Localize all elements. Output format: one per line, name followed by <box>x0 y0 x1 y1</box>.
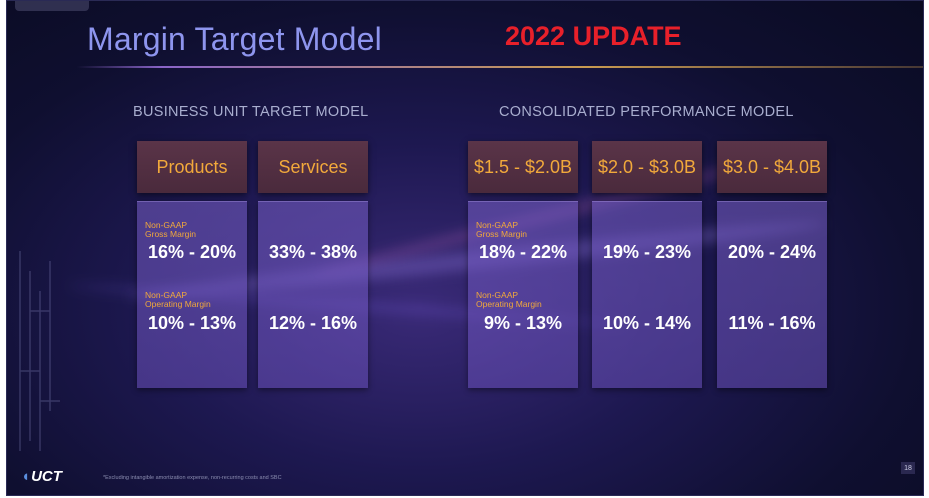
label-line: Gross Margin <box>145 229 197 239</box>
gross-margin-label: Non-GAAP Gross Margin <box>145 221 196 239</box>
gross-margin-value: 20% - 24% <box>727 242 817 262</box>
gross-margin-value: 16% - 20% <box>147 242 237 262</box>
column-header-products: Products <box>137 141 247 193</box>
label-line: Operating Margin <box>145 299 211 309</box>
window-tab <box>15 1 89 11</box>
footnote: *Excluding intangible amortization expen… <box>103 475 282 481</box>
logo-text: UCT <box>31 468 62 485</box>
label-line: Non-GAAP <box>145 220 188 230</box>
uct-logo: ◖UCT <box>21 468 62 485</box>
gross-margin-value: 19% - 23% <box>602 242 692 262</box>
column-revenue-2: 19% - 23% 10% - 14% <box>592 201 702 388</box>
column-products: Non-GAAP Gross Margin 16% - 20% Non-GAAP… <box>137 201 247 388</box>
label-line: Operating Margin <box>476 299 542 309</box>
slide-title: Margin Target Model <box>87 21 382 57</box>
section-heading-consolidated: CONSOLIDATED PERFORMANCE MODEL <box>499 104 794 120</box>
operating-margin-value: 9% - 13% <box>483 313 563 333</box>
column-header-revenue-2: $2.0 - $3.0B <box>592 141 702 193</box>
label-line: Non-GAAP <box>476 290 519 300</box>
gross-margin-value: 33% - 38% <box>268 242 358 262</box>
label-line: Non-GAAP <box>145 290 188 300</box>
circuit-decoration-icon <box>19 251 60 451</box>
presentation-slide: Margin Target Model 2022 UPDATE BUSINESS… <box>6 0 924 496</box>
logo-mark-icon: ◖ <box>21 468 31 485</box>
column-header-services: Services <box>258 141 368 193</box>
gross-margin-value: 18% - 22% <box>478 242 568 262</box>
operating-margin-value: 11% - 16% <box>728 313 816 333</box>
column-revenue-1: Non-GAAP Gross Margin 18% - 22% Non-GAAP… <box>468 201 578 388</box>
section-heading-business-unit: BUSINESS UNIT TARGET MODEL <box>133 104 369 120</box>
gross-margin-label: Non-GAAP Gross Margin <box>476 221 527 239</box>
column-revenue-3: 20% - 24% 11% - 16% <box>717 201 827 388</box>
column-header-revenue-1: $1.5 - $2.0B <box>468 141 578 193</box>
operating-margin-value: 10% - 14% <box>602 313 692 333</box>
label-line: Non-GAAP <box>476 220 519 230</box>
column-header-revenue-3: $3.0 - $4.0B <box>717 141 827 193</box>
update-badge: 2022 UPDATE <box>505 21 682 51</box>
operating-margin-value: 10% - 13% <box>147 313 237 333</box>
operating-margin-value: 12% - 16% <box>268 313 358 333</box>
page-number: 18 <box>901 462 915 474</box>
column-services: 33% - 38% 12% - 16% <box>258 201 368 388</box>
operating-margin-label: Non-GAAP Operating Margin <box>476 291 542 309</box>
label-line: Gross Margin <box>476 229 528 239</box>
title-divider <box>77 66 923 68</box>
operating-margin-label: Non-GAAP Operating Margin <box>145 291 211 309</box>
